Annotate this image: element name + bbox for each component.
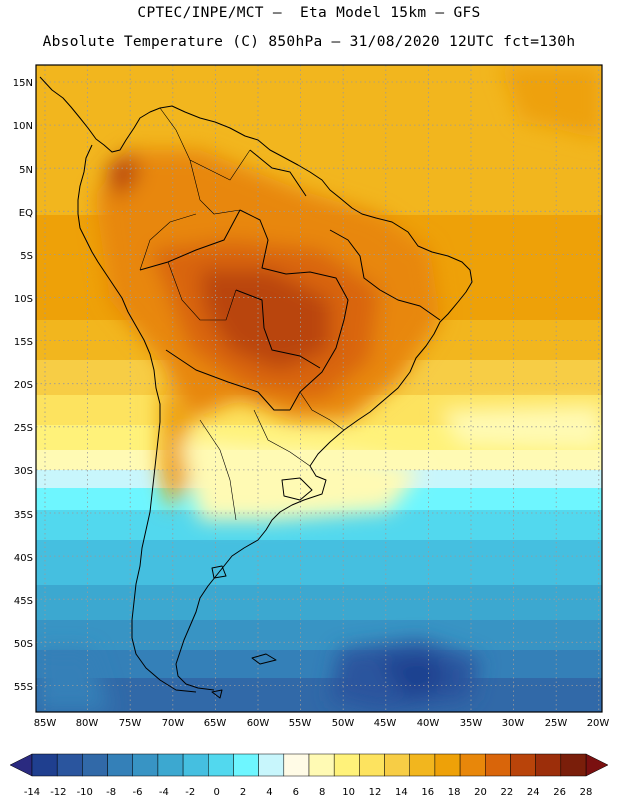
lat-label: 15N (13, 78, 33, 89)
colorbar-cell (132, 753, 159, 777)
lon-label: 70W (162, 718, 185, 729)
colorbar-cell (107, 753, 133, 777)
colorbar-label: -6 (133, 787, 143, 798)
colorbar-label: 8 (319, 787, 325, 798)
lat-label: 25S (14, 423, 33, 434)
colorbar-label: -12 (50, 787, 66, 798)
map-title-line1: CPTEC/INPE/MCT – Eta Model 15km – GFS (137, 5, 481, 21)
colorbar-label: -14 (24, 787, 40, 798)
colorbar-cell (359, 753, 385, 777)
lon-label: 20W (587, 718, 610, 729)
colorbar-cell (283, 753, 310, 777)
colorbar-label: -10 (77, 787, 93, 798)
lat-label: 30S (14, 466, 33, 477)
lat-label: 20S (14, 380, 33, 391)
lon-label: 50W (332, 718, 355, 729)
colorbar-label: 4 (266, 787, 272, 798)
lon-label: 30W (502, 718, 525, 729)
colorbar-label: 16 (421, 787, 434, 798)
colorbar-cell (485, 753, 511, 777)
latitude-axis: 15N 10N 5N EQ 5S 10S 15S 20S 25S 30S 35S… (13, 78, 33, 693)
lat-label: 50S (14, 639, 33, 650)
colorbar-cell (510, 753, 536, 777)
colorbar-cell (56, 753, 83, 777)
temperature-field (36, 65, 602, 712)
lat-label: 15S (14, 337, 33, 348)
lon-label: 80W (76, 718, 99, 729)
colorbar-label: -4 (159, 787, 169, 798)
lon-label: 75W (119, 718, 142, 729)
colorbar-label: 18 (448, 787, 461, 798)
lon-label: 45W (374, 718, 397, 729)
lon-label: 25W (545, 718, 568, 729)
lat-label: 55S (14, 682, 33, 693)
colorbar-cell (308, 753, 335, 777)
lat-label: 5S (20, 251, 33, 262)
colorbar-label: 26 (553, 787, 566, 798)
coastlines (39, 76, 473, 699)
colorbar-label: 2 (240, 787, 246, 798)
colorbar-cell (157, 753, 184, 777)
colorbar: -14 -12 -10 -8 -6 -4 -2 0 2 4 6 8 10 12 14 16 18 20 22 24 26… (9, 753, 609, 798)
colorbar-cell (208, 753, 234, 777)
lat-label: 10N (13, 121, 33, 132)
lat-label: 10S (14, 294, 33, 305)
colorbar-cell (31, 753, 58, 777)
colorbar-label: 10 (342, 787, 355, 798)
map-title-line2: Absolute Temperature (C) 850hPa – 31/08/… (42, 34, 576, 50)
colorbar-cell (459, 753, 486, 777)
colorbar-cell (82, 753, 108, 777)
colorbar-label: 28 (580, 787, 593, 798)
lon-label: 65W (204, 718, 227, 729)
colorbar-cell (182, 753, 209, 777)
colorbar-label: 0 (213, 787, 219, 798)
colorbar-cell (258, 753, 285, 777)
colorbar-label: -8 (106, 787, 116, 798)
lon-label: 40W (417, 718, 440, 729)
colorbar-cell (233, 753, 259, 777)
map-frame (35, 64, 603, 713)
colorbar-cell (333, 753, 360, 777)
lon-label: 35W (460, 718, 483, 729)
lon-label: 55W (289, 718, 312, 729)
colorbar-label: 24 (527, 787, 540, 798)
colorbar-cell (409, 753, 436, 777)
colorbar-cell (384, 753, 410, 777)
colorbar-cell (434, 753, 461, 777)
lat-label: 5N (19, 165, 33, 176)
lat-label: 45S (14, 596, 33, 607)
colorbar-label: -2 (185, 787, 195, 798)
lon-label: 60W (247, 718, 270, 729)
colorbar-max-arrow (585, 753, 609, 777)
colorbar-min-arrow (9, 753, 33, 777)
colorbar-label: 6 (293, 787, 299, 798)
colorbar-cell (560, 753, 587, 777)
colorbar-label: 12 (369, 787, 382, 798)
colorbar-label: 22 (500, 787, 513, 798)
political-borders (139, 107, 345, 521)
lat-label: 35S (14, 510, 33, 521)
colorbar-cell (535, 753, 562, 777)
lon-label: 85W (34, 718, 57, 729)
colorbar-label: 20 (474, 787, 487, 798)
longitude-axis: 85W 80W 75W 70W 65W 60W 55W 50W 45W 40W … (34, 718, 610, 729)
lat-label: EQ (19, 208, 33, 219)
colorbar-label: 14 (395, 787, 408, 798)
lat-label: 40S (14, 553, 33, 564)
